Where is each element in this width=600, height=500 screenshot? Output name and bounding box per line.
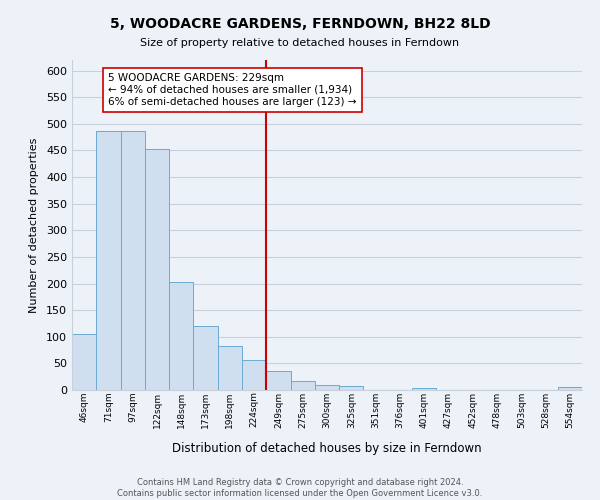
Bar: [412, 388, 436, 390]
Bar: [558, 388, 582, 390]
Text: 5 WOODACRE GARDENS: 229sqm
← 94% of detached houses are smaller (1,934)
6% of se: 5 WOODACRE GARDENS: 229sqm ← 94% of deta…: [109, 74, 357, 106]
Text: 5, WOODACRE GARDENS, FERNDOWN, BH22 8LD: 5, WOODACRE GARDENS, FERNDOWN, BH22 8LD: [110, 18, 490, 32]
Bar: [218, 346, 242, 390]
Bar: [72, 334, 96, 390]
Bar: [145, 150, 169, 390]
Bar: [193, 326, 218, 390]
Bar: [266, 372, 290, 390]
Y-axis label: Number of detached properties: Number of detached properties: [29, 138, 39, 312]
Bar: [96, 131, 121, 390]
Bar: [290, 382, 315, 390]
X-axis label: Distribution of detached houses by size in Ferndown: Distribution of detached houses by size …: [172, 442, 482, 454]
Bar: [315, 384, 339, 390]
Bar: [169, 282, 193, 390]
Bar: [242, 360, 266, 390]
Text: Size of property relative to detached houses in Ferndown: Size of property relative to detached ho…: [140, 38, 460, 48]
Text: Contains HM Land Registry data © Crown copyright and database right 2024.
Contai: Contains HM Land Registry data © Crown c…: [118, 478, 482, 498]
Bar: [339, 386, 364, 390]
Bar: [121, 131, 145, 390]
